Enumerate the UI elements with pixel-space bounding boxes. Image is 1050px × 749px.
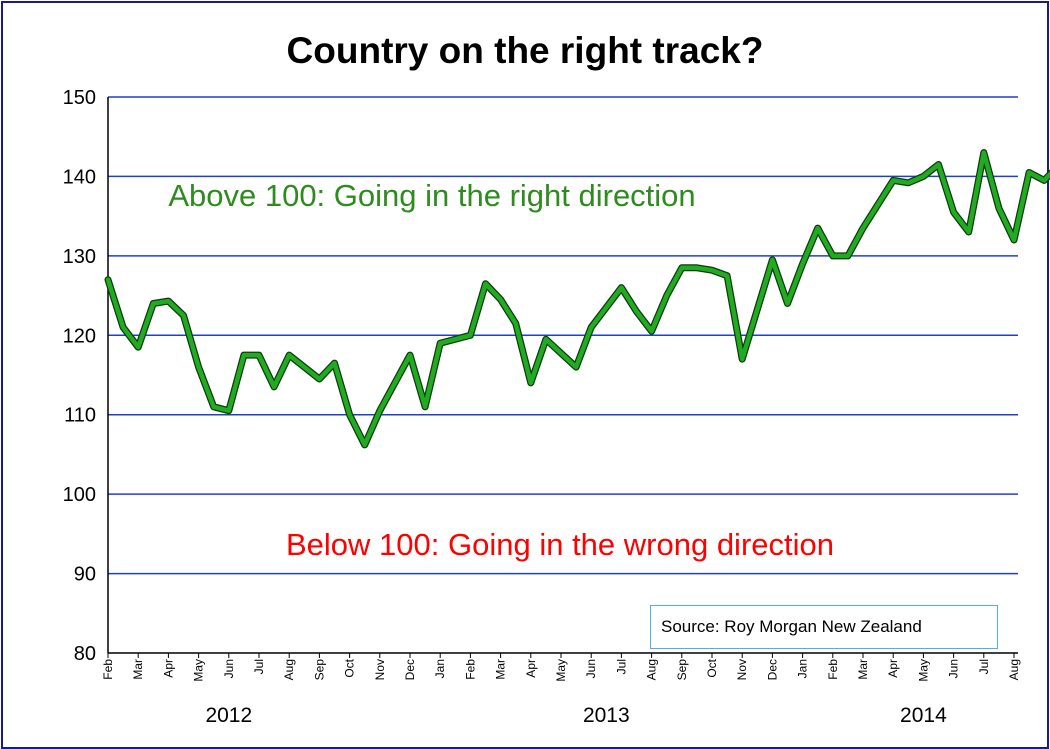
annotation-above: Above 100: Going in the right direction bbox=[168, 178, 695, 213]
x-tick-label: Jul bbox=[614, 659, 628, 674]
x-tick-label: Jun bbox=[222, 659, 236, 678]
x-tick-label: Nov bbox=[735, 659, 749, 680]
x-tick-label: Oct bbox=[705, 658, 719, 677]
x-tick-label: May bbox=[192, 659, 206, 682]
x-tick-label: Sep bbox=[675, 659, 689, 681]
x-tick-label: Jan bbox=[433, 659, 447, 678]
x-tick-label: Aug bbox=[645, 659, 659, 680]
x-tick-label: Sep bbox=[312, 659, 326, 681]
year-label: 2012 bbox=[205, 704, 252, 727]
y-tick-label: 150 bbox=[63, 87, 96, 109]
x-tick-label: May bbox=[554, 659, 568, 682]
year-label: 2014 bbox=[900, 704, 947, 727]
y-tick-label: 80 bbox=[74, 643, 96, 665]
y-tick-label: 110 bbox=[64, 405, 96, 427]
y-tick-label: 100 bbox=[63, 484, 96, 506]
x-tick-label: Jul bbox=[252, 659, 266, 674]
year-label: 2013 bbox=[583, 704, 630, 727]
x-tick-label: Apr bbox=[886, 659, 900, 678]
x-tick-label: Jan bbox=[796, 659, 810, 678]
y-tick-label: 140 bbox=[63, 166, 96, 188]
series-line bbox=[105, 150, 1050, 448]
x-tick-label: Jun bbox=[584, 659, 598, 678]
x-tick-label: Feb bbox=[463, 659, 477, 680]
y-tick-label: 130 bbox=[63, 246, 96, 268]
x-tick-label: Mar bbox=[494, 659, 508, 680]
annotation-below: Below 100: Going in the wrong direction bbox=[286, 527, 834, 562]
x-tick-label: May bbox=[916, 659, 930, 682]
x-tick-label: Aug bbox=[282, 659, 296, 680]
x-tick-label: Dec bbox=[765, 659, 779, 680]
x-tick-label: Aug bbox=[1007, 659, 1021, 680]
x-tick-label: Feb bbox=[826, 659, 840, 680]
y-tick-label: 120 bbox=[63, 325, 96, 347]
x-tick-label: Apr bbox=[524, 659, 538, 678]
chart-title: Country on the right track? bbox=[286, 30, 764, 71]
x-tick-label: Apr bbox=[161, 659, 175, 678]
x-tick-label: Mar bbox=[131, 659, 145, 680]
x-tick-label: Feb bbox=[101, 659, 115, 680]
source-note: Source: Roy Morgan New Zealand bbox=[650, 605, 998, 649]
y-tick-label: 90 bbox=[74, 564, 96, 586]
x-tick-label: Mar bbox=[856, 659, 870, 680]
x-tick-label: Oct bbox=[343, 658, 357, 677]
x-tick-label: Dec bbox=[403, 659, 417, 680]
x-tick-label: Nov bbox=[373, 659, 387, 680]
x-tick-label: Jun bbox=[947, 659, 961, 678]
x-tick-label: Jul bbox=[977, 659, 991, 674]
